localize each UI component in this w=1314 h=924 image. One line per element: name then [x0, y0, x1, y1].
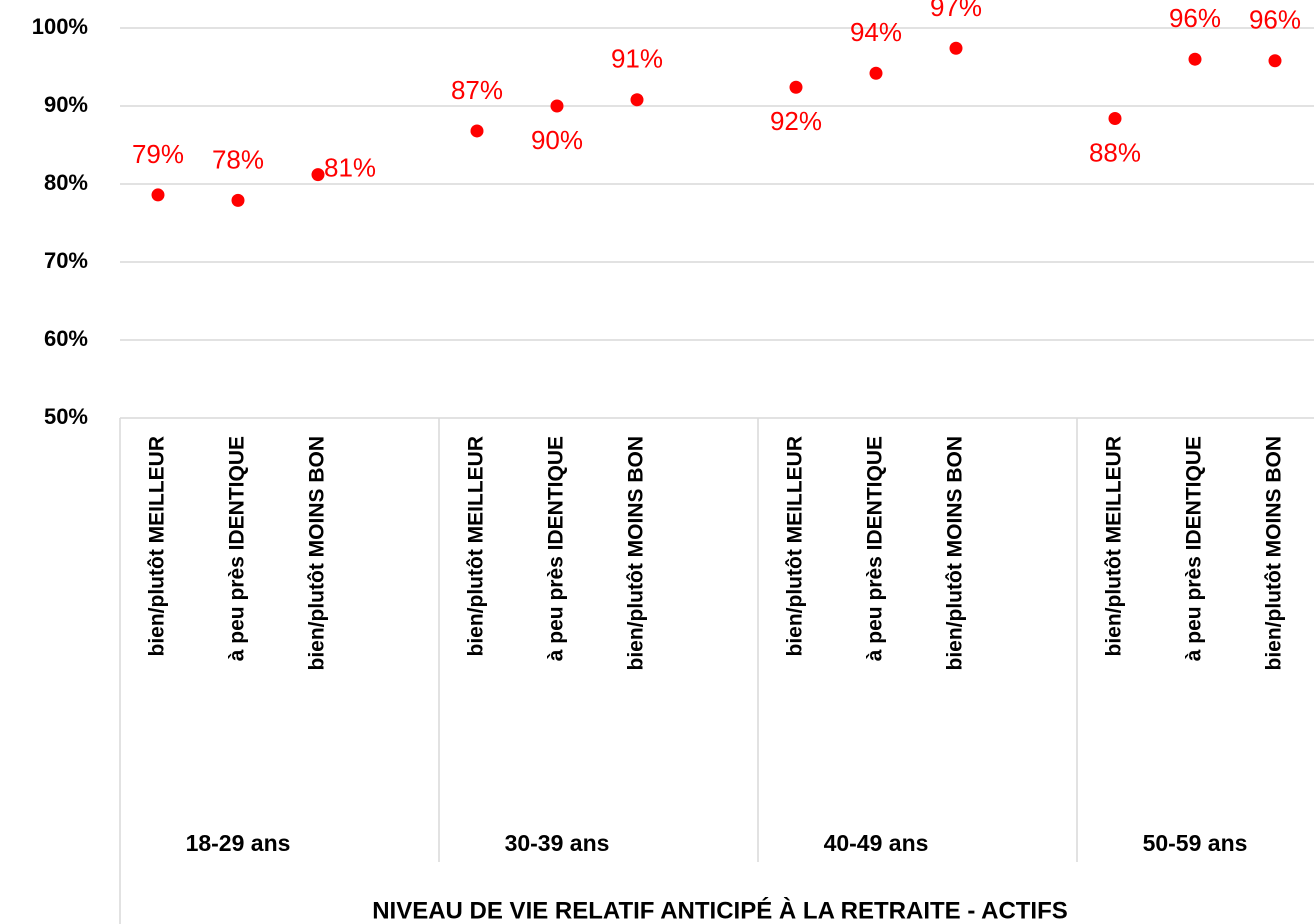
x-axis-title: NIVEAU DE VIE RELATIF ANTICIPÉ À LA RETR…: [372, 896, 1068, 924]
dot: [630, 93, 644, 107]
x-tick-label: bien/plutôt MOINS BON: [625, 436, 648, 670]
y-tick-label: 90%: [44, 92, 88, 117]
dot: [949, 41, 963, 55]
x-tick-label: bien/plutôt MOINS BON: [944, 436, 967, 670]
group-label: 18-29 ans: [186, 830, 291, 856]
dot: [869, 66, 883, 80]
dot: [789, 80, 803, 94]
dot: [1108, 111, 1122, 125]
group-label: 40-49 ans: [824, 830, 929, 856]
group-label: 30-39 ans: [505, 830, 610, 856]
group-label: 50-59 ans: [1143, 830, 1248, 856]
dot: [311, 168, 325, 182]
x-tick-label: bien/plutôt MOINS BON: [306, 436, 329, 670]
value-label: 96%: [1169, 3, 1221, 33]
value-label: 79%: [132, 139, 184, 169]
dot: [1268, 54, 1282, 68]
x-tick-label: à peu près IDENTIQUE: [1183, 436, 1206, 661]
dot: [231, 193, 245, 207]
value-label: 78%: [212, 144, 264, 174]
y-tick-label: 50%: [44, 404, 88, 429]
value-label: 91%: [611, 44, 663, 74]
dot: [550, 99, 564, 113]
value-label: 88%: [1089, 137, 1141, 167]
value-label: 81%: [324, 153, 376, 183]
x-tick-label: à peu près IDENTIQUE: [864, 436, 887, 661]
x-tick-label: bien/plutôt MEILLEUR: [146, 436, 169, 656]
dot: [1188, 52, 1202, 66]
x-tick-label: à peu près IDENTIQUE: [226, 436, 249, 661]
y-tick-label: 70%: [44, 248, 88, 273]
x-tick-label: bien/plutôt MEILLEUR: [1103, 436, 1126, 656]
dot: [151, 188, 165, 202]
x-tick-label: bien/plutôt MEILLEUR: [465, 436, 488, 656]
value-label: 97%: [930, 0, 982, 22]
value-label: 96%: [1249, 5, 1301, 35]
value-label: 87%: [451, 75, 503, 105]
value-label: 92%: [770, 106, 822, 136]
y-tick-label: 80%: [44, 170, 88, 195]
y-tick-label: 60%: [44, 326, 88, 351]
x-tick-label: à peu près IDENTIQUE: [545, 436, 568, 661]
dot: [470, 124, 484, 138]
y-tick-label: 100%: [32, 14, 88, 39]
value-label: 90%: [531, 125, 583, 155]
value-label: 94%: [850, 17, 902, 47]
x-tick-label: bien/plutôt MEILLEUR: [784, 436, 807, 656]
x-tick-label: bien/plutôt MOINS BON: [1263, 436, 1286, 670]
